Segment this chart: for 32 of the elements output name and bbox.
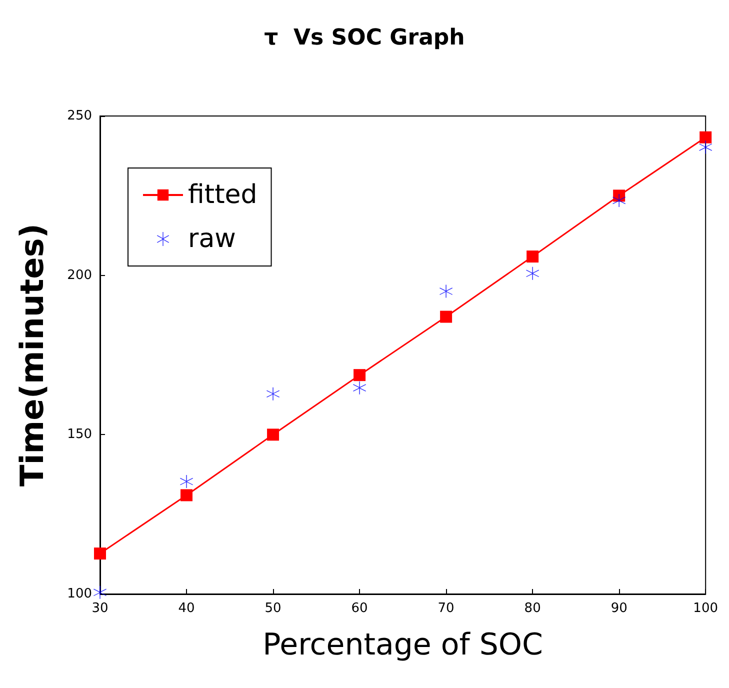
point [700, 131, 712, 144]
point [94, 586, 106, 599]
point [94, 548, 106, 560]
x-axis-title: Percentage of SOC [262, 628, 543, 662]
legend-label: raw [188, 224, 236, 254]
x-tick-label: 80 [524, 601, 541, 616]
point [180, 489, 193, 502]
x-tick-label: 70 [438, 601, 454, 616]
point [353, 381, 366, 394]
point [440, 310, 452, 323]
y-tick-label: 150 [67, 427, 92, 442]
point [526, 266, 540, 280]
point [266, 387, 280, 400]
y-tick-label: 250 [67, 108, 92, 124]
legend-label: fitted [188, 180, 258, 210]
point [354, 369, 366, 382]
y-tick-label: 100 [67, 586, 92, 602]
x-tick-label: 60 [351, 601, 368, 616]
point [267, 428, 280, 441]
point [526, 250, 539, 263]
point [612, 194, 626, 207]
point [440, 284, 453, 298]
x-tick-label: 50 [264, 601, 282, 616]
x-tick-label: 30 [92, 601, 108, 616]
point [699, 140, 712, 154]
chart-title: τ Vs SOC Graph [264, 26, 465, 50]
y-tick-label: 200 [67, 268, 92, 283]
x-tick-label: 100 [693, 601, 718, 616]
y-axis-title: Time(minutes) [13, 223, 51, 487]
point [180, 475, 194, 488]
x-tick-label: 40 [178, 601, 195, 616]
x-tick-label: 90 [610, 601, 628, 616]
